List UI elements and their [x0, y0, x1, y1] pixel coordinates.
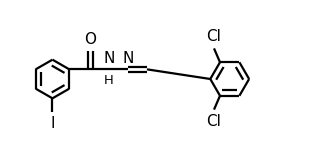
Text: I: I	[50, 116, 55, 131]
Text: N: N	[103, 51, 115, 66]
Text: H: H	[104, 74, 114, 87]
Text: N: N	[122, 51, 134, 66]
Text: Cl: Cl	[207, 29, 221, 44]
Text: O: O	[84, 32, 96, 47]
Text: Cl: Cl	[207, 114, 221, 129]
